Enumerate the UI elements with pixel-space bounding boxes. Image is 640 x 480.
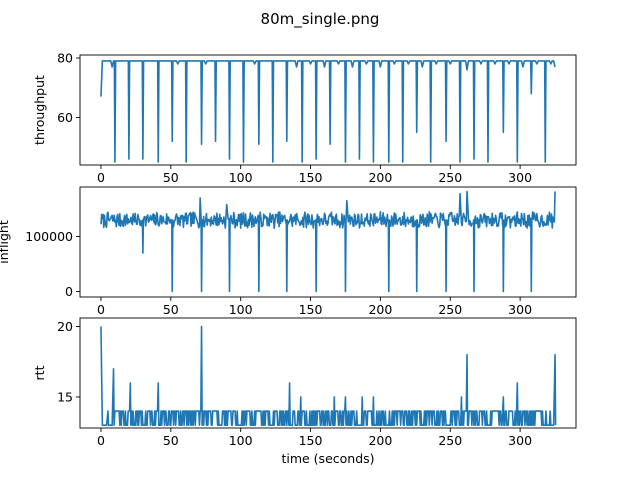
y-tick-label-1-60: 60 <box>57 110 73 125</box>
x-tick-label-2-150: 150 <box>299 302 323 317</box>
x-tick-label-1-50: 50 <box>163 170 179 185</box>
x-tick-label-3-0: 0 <box>97 433 105 448</box>
y-axis-label-1: throughput <box>32 75 47 145</box>
x-tick-label-3-100: 100 <box>229 433 253 448</box>
y-tick-label-3-15: 15 <box>57 389 73 404</box>
figure-title: 80m_single.png <box>261 10 380 29</box>
series-line-2 <box>100 190 556 293</box>
panel-3: 0 50 100 150 200 250 300 15 20 rtt time (seconds) <box>32 317 577 466</box>
x-tick-label-3-50: 50 <box>163 433 179 448</box>
axes-frame-1 <box>79 54 577 166</box>
axes-frame-3 <box>79 317 577 429</box>
x-tick-label-1-250: 250 <box>438 170 462 185</box>
x-tick-label-1-100: 100 <box>229 170 253 185</box>
x-tick-label-2-200: 200 <box>368 302 392 317</box>
x-tick-label-1-300: 300 <box>508 170 532 185</box>
x-axis-label-3: time (seconds) <box>281 451 374 466</box>
x-tick-label-3-200: 200 <box>368 433 392 448</box>
x-tick-label-3-250: 250 <box>438 433 462 448</box>
y-axis-label-3: rtt <box>32 365 47 380</box>
series-line-3 <box>100 325 557 426</box>
panel-1: 0 50 100 150 200 250 300 60 80 throughput <box>32 50 577 185</box>
y-tick-label-2-0: 0 <box>65 284 73 299</box>
x-tick-label-1-200: 200 <box>368 170 392 185</box>
x-tick-label-3-300: 300 <box>508 433 532 448</box>
x-tick-label-3-150: 150 <box>299 433 323 448</box>
x-tick-label-2-250: 250 <box>438 302 462 317</box>
y-tick-label-3-20: 20 <box>57 319 73 334</box>
x-tick-label-2-0: 0 <box>97 302 105 317</box>
x-tick-label-1-150: 150 <box>299 170 323 185</box>
x-tick-label-1-0: 0 <box>97 170 105 185</box>
y-axis-label-2: inflight <box>0 220 11 264</box>
y-tick-label-1-80: 80 <box>57 50 73 65</box>
x-tick-label-2-50: 50 <box>163 302 179 317</box>
panel-2: 0 50 100 150 200 250 300 0 100000 inflight <box>0 186 577 317</box>
axes-frame-2 <box>79 186 577 298</box>
x-tick-label-2-300: 300 <box>508 302 532 317</box>
series-line-1 <box>100 60 556 163</box>
x-tick-label-2-100: 100 <box>229 302 253 317</box>
y-tick-label-2-100000: 100000 <box>25 229 73 244</box>
